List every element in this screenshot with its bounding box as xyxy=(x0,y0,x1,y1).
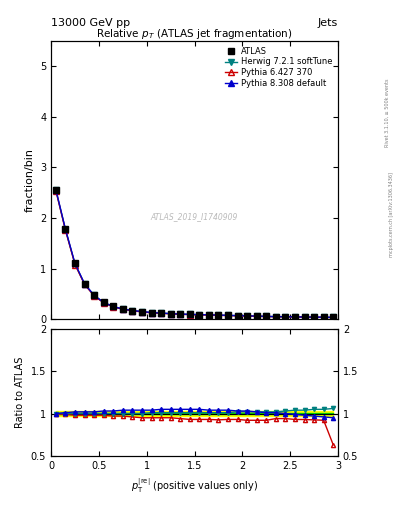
Legend: ATLAS, Herwig 7.2.1 softTune, Pythia 6.427 370, Pythia 8.308 default: ATLAS, Herwig 7.2.1 softTune, Pythia 6.4… xyxy=(223,45,334,90)
Text: Jets: Jets xyxy=(318,18,338,28)
Y-axis label: Ratio to ATLAS: Ratio to ATLAS xyxy=(15,357,25,428)
Text: 13000 GeV pp: 13000 GeV pp xyxy=(51,18,130,28)
Title: Relative $p_{T}$ (ATLAS jet fragmentation): Relative $p_{T}$ (ATLAS jet fragmentatio… xyxy=(96,27,293,41)
Text: mcplots.cern.ch [arXiv:1306.3436]: mcplots.cern.ch [arXiv:1306.3436] xyxy=(389,173,393,258)
X-axis label: $p_{\mathrm{T}}^{\mathrm{|re|}}$ (positive values only): $p_{\mathrm{T}}^{\mathrm{|re|}}$ (positi… xyxy=(131,476,258,495)
Text: Rivet 3.1.10, ≥ 500k events: Rivet 3.1.10, ≥ 500k events xyxy=(385,78,389,147)
Y-axis label: fraction/bin: fraction/bin xyxy=(24,148,35,212)
Text: ATLAS_2019_I1740909: ATLAS_2019_I1740909 xyxy=(151,211,238,221)
